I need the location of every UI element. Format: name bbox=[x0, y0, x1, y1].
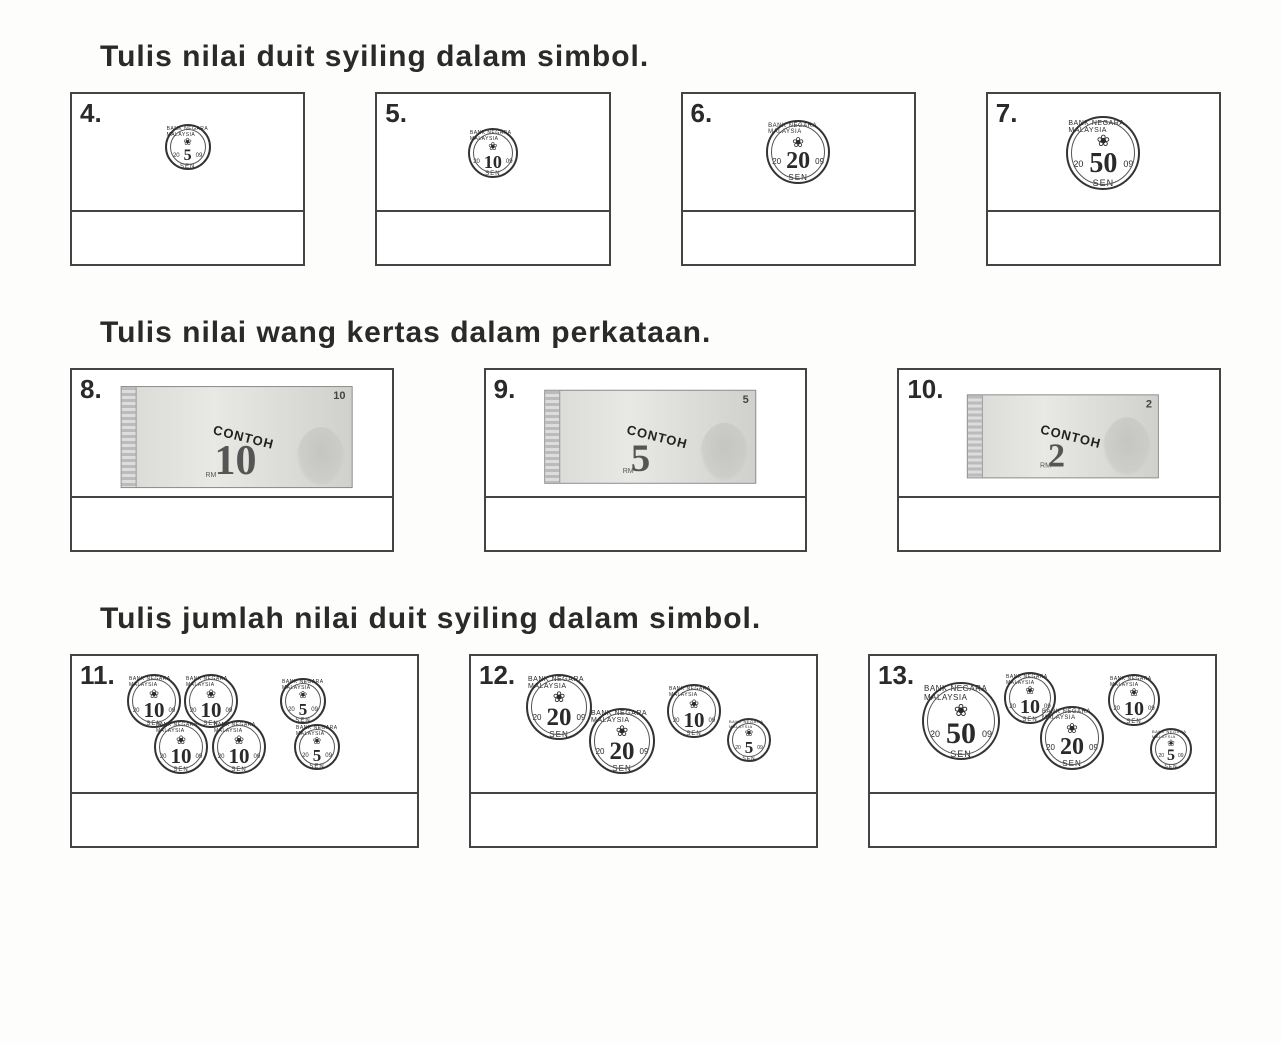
coin-10sen: BANK NEGARA MALAYSIA❀201009SEN bbox=[667, 684, 721, 738]
q6-answer-area[interactable] bbox=[683, 212, 914, 264]
coin-20sen: BANK NEGARA MALAYSIA❀202009SEN bbox=[526, 674, 592, 740]
q8-answer-area[interactable] bbox=[72, 498, 392, 550]
q7-box: 7. BANK NEGARA MALAYSIA❀205009SEN bbox=[986, 92, 1221, 266]
section2-title: Tulis nilai wang kertas dalam perkataan. bbox=[100, 316, 1221, 350]
coin-10sen: BANK NEGARA MALAYSIA❀201009SEN bbox=[127, 674, 181, 728]
q8-number: 8. bbox=[80, 374, 102, 405]
q12-top: 12. BANK NEGARA MALAYSIA❀202009SENBANK N… bbox=[471, 656, 816, 794]
q13-answer-area[interactable] bbox=[870, 794, 1215, 846]
banknote-rm5: 5CONTOHRM5 bbox=[544, 390, 756, 484]
coin-10sen: BANK NEGARA MALAYSIA❀201009SEN bbox=[1108, 674, 1160, 726]
coin-5sen: BANK NEGARA MALAYSIA❀20509SEN bbox=[165, 124, 211, 170]
coin-10sen: BANK NEGARA MALAYSIA❀201009SEN bbox=[468, 128, 518, 178]
banknote-rm10: 10CONTOHRM10 bbox=[120, 386, 352, 488]
q8-box: 8. 10CONTOHRM10 bbox=[70, 368, 394, 552]
coin-20sen: BANK NEGARA MALAYSIA❀202009SEN bbox=[766, 120, 830, 184]
q13-coins: BANK NEGARA MALAYSIA❀205009SEN BANK NEGAR… bbox=[870, 656, 1215, 792]
q4-answer-area[interactable] bbox=[72, 212, 303, 264]
q6-box: 6. BANK NEGARA MALAYSIA❀202009SEN bbox=[681, 92, 916, 266]
q9-number: 9. bbox=[494, 374, 516, 405]
q12-coins: BANK NEGARA MALAYSIA❀202009SENBANK NEGAR… bbox=[471, 656, 816, 792]
q7-answer-area[interactable] bbox=[988, 212, 1219, 264]
q13-top: 13. BANK NEGARA MALAYSIA❀205009SENBANK N… bbox=[870, 656, 1215, 794]
coin-10sen: BANK NEGARA MALAYSIA❀201009SEN bbox=[154, 720, 208, 774]
q5-top: 5. BANK NEGARA MALAYSIA❀201009SEN bbox=[377, 94, 608, 212]
q11-box: 11. BANK NEGARA MALAYSIA❀201009SENBANK N… bbox=[70, 654, 419, 848]
section2-row: 8. 10CONTOHRM10 9. 5CONTOHRM5 10. 2CONTO… bbox=[60, 368, 1221, 552]
q12-answer-area[interactable] bbox=[471, 794, 816, 846]
q5-answer-area[interactable] bbox=[377, 212, 608, 264]
q10-number: 10. bbox=[907, 374, 943, 405]
q4-box: 4. BANK NEGARA MALAYSIA❀20509SEN bbox=[70, 92, 305, 266]
coin-5sen: BANK NEGARA MALAYSIA❀20509SEN bbox=[294, 724, 340, 770]
q7-top: 7. BANK NEGARA MALAYSIA❀205009SEN bbox=[988, 94, 1219, 212]
q7-number: 7. bbox=[996, 98, 1018, 129]
q11-answer-area[interactable] bbox=[72, 794, 417, 846]
q5-number: 5. bbox=[385, 98, 407, 129]
coin-5sen: BANK NEGARA MALAYSIA❀20509SEN bbox=[280, 678, 326, 724]
q11-coins: BANK NEGARA MALAYSIA❀201009SENBANK NEGAR… bbox=[72, 656, 417, 792]
section3-row: 11. BANK NEGARA MALAYSIA❀201009SENBANK N… bbox=[60, 654, 1221, 848]
q13-box: 13. BANK NEGARA MALAYSIA❀205009SENBANK N… bbox=[868, 654, 1217, 848]
coin-10sen: BANK NEGARA MALAYSIA❀201009SEN bbox=[212, 720, 266, 774]
q6-number: 6. bbox=[691, 98, 713, 129]
worksheet-page: Tulis nilai duit syiling dalam simbol. 4… bbox=[0, 0, 1281, 1045]
coin-5sen: BANK NEGARA MALAYSIA❀20509SEN bbox=[1150, 728, 1192, 770]
q5-box: 5. BANK NEGARA MALAYSIA❀201009SEN bbox=[375, 92, 610, 266]
q6-top: 6. BANK NEGARA MALAYSIA❀202009SEN bbox=[683, 94, 914, 212]
coin-20sen: BANK NEGARA MALAYSIA❀202009SEN bbox=[1040, 706, 1104, 770]
q12-box: 12. BANK NEGARA MALAYSIA❀202009SENBANK N… bbox=[469, 654, 818, 848]
banknote-rm2: 2CONTOHRM2 bbox=[967, 394, 1159, 478]
q10-top: 10. 2CONTOHRM2 bbox=[899, 370, 1219, 498]
section1-row: 4. BANK NEGARA MALAYSIA❀20509SEN 5. BANK… bbox=[60, 92, 1221, 266]
coin-5sen: BANK NEGARA MALAYSIA❀20509SEN bbox=[727, 718, 771, 762]
coin-50sen: BANK NEGARA MALAYSIA❀205009SEN bbox=[1066, 116, 1140, 190]
q8-top: 8. 10CONTOHRM10 bbox=[72, 370, 392, 498]
q9-answer-area[interactable] bbox=[486, 498, 806, 550]
q4-top: 4. BANK NEGARA MALAYSIA❀20509SEN bbox=[72, 94, 303, 212]
coin-20sen: BANK NEGARA MALAYSIA❀202009SEN bbox=[589, 708, 655, 774]
coin-10sen: BANK NEGARA MALAYSIA❀201009SEN bbox=[184, 674, 238, 728]
coin-50sen: BANK NEGARA MALAYSIA❀205009SEN bbox=[922, 682, 1000, 760]
q9-top: 9. 5CONTOHRM5 bbox=[486, 370, 806, 498]
q11-top: 11. BANK NEGARA MALAYSIA❀201009SENBANK N… bbox=[72, 656, 417, 794]
q10-answer-area[interactable] bbox=[899, 498, 1219, 550]
section1-title: Tulis nilai duit syiling dalam simbol. bbox=[100, 40, 1221, 74]
q4-number: 4. bbox=[80, 98, 102, 129]
section3-title: Tulis jumlah nilai duit syiling dalam si… bbox=[100, 602, 1221, 636]
q9-box: 9. 5CONTOHRM5 bbox=[484, 368, 808, 552]
q10-box: 10. 2CONTOHRM2 bbox=[897, 368, 1221, 552]
